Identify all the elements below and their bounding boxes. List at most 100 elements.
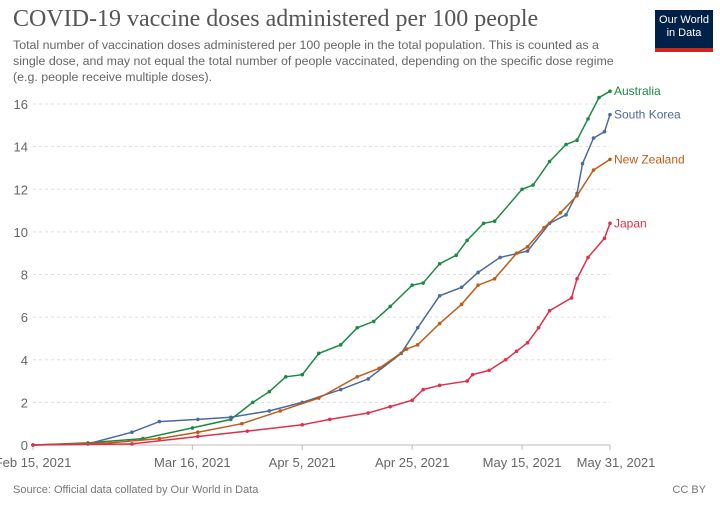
data-point <box>542 225 546 230</box>
series-label: Australia <box>614 84 661 98</box>
data-point <box>608 221 612 226</box>
x-tick-label: Apr 25, 2021 <box>375 455 449 470</box>
data-point <box>547 308 552 313</box>
data-point <box>575 276 579 281</box>
data-point <box>476 270 480 275</box>
data-point <box>196 430 200 435</box>
data-point <box>525 244 530 249</box>
data-point <box>608 157 612 162</box>
data-point <box>283 375 288 379</box>
data-point <box>196 417 200 422</box>
x-tick-label: Mar 16, 2021 <box>154 455 231 470</box>
data-point <box>229 415 233 420</box>
data-point <box>415 325 420 330</box>
series-line-south-korea <box>32 114 611 446</box>
data-point <box>547 159 552 164</box>
data-point <box>338 387 343 392</box>
data-point <box>575 193 579 198</box>
series-label: New Zealand <box>614 152 685 166</box>
data-point <box>602 236 607 241</box>
data-point <box>421 387 425 392</box>
data-point <box>300 422 305 427</box>
data-point <box>410 398 414 403</box>
license-link[interactable]: CC BY <box>672 484 706 496</box>
data-point <box>586 117 590 121</box>
data-point <box>190 426 195 430</box>
data-point <box>492 276 497 281</box>
y-tick-label: 14 <box>14 140 28 155</box>
data-point <box>327 417 332 422</box>
data-point <box>366 377 371 381</box>
data-point <box>514 251 519 255</box>
data-point <box>300 372 305 377</box>
data-point <box>316 351 321 356</box>
data-point <box>492 219 497 224</box>
data-point <box>514 349 519 354</box>
data-point <box>157 436 162 441</box>
data-point <box>558 210 563 215</box>
data-point <box>404 347 409 351</box>
data-point <box>267 389 272 394</box>
data-point <box>388 404 392 409</box>
data-point <box>388 304 392 309</box>
data-point <box>608 112 612 117</box>
series-label: South Korea <box>614 108 681 122</box>
data-point <box>564 213 568 217</box>
x-tick-label: Feb 15, 2021 <box>0 455 71 470</box>
data-point <box>531 183 535 187</box>
series-line-australia <box>32 90 611 446</box>
data-point <box>157 419 162 424</box>
data-point <box>487 368 491 373</box>
data-point <box>525 340 530 345</box>
data-point <box>421 281 425 285</box>
data-point <box>569 296 574 300</box>
data-point <box>355 375 360 379</box>
data-point <box>245 429 250 433</box>
data-point <box>481 221 486 226</box>
owid-logo[interactable]: Our World in Data <box>655 10 713 52</box>
data-point <box>196 434 200 439</box>
data-point <box>564 142 568 147</box>
data-point <box>465 379 469 383</box>
data-point <box>240 421 244 426</box>
data-point <box>575 138 579 143</box>
series-label: Japan <box>614 216 647 230</box>
data-point <box>437 383 442 388</box>
chart-subtitle: Total number of vaccination doses admini… <box>13 38 614 84</box>
chart-title: COVID-19 vaccine doses administered per … <box>13 6 539 32</box>
data-point <box>498 255 502 260</box>
data-point <box>130 430 134 435</box>
data-point <box>459 302 464 307</box>
y-tick-label: 6 <box>21 310 28 325</box>
data-point <box>597 95 601 100</box>
data-point <box>278 409 283 413</box>
data-point <box>470 372 475 377</box>
data-point <box>454 253 458 258</box>
series-line-japan <box>32 223 611 446</box>
data-point <box>476 283 480 287</box>
y-tick-label: 8 <box>21 268 28 283</box>
data-point <box>251 400 255 405</box>
y-tick-label: 0 <box>21 438 28 453</box>
data-point <box>520 187 524 192</box>
data-point <box>503 357 508 362</box>
source-note[interactable]: Source: Official data collated by Our Wo… <box>13 484 259 496</box>
data-point <box>586 255 590 260</box>
data-point <box>459 285 464 290</box>
data-point <box>602 129 607 134</box>
data-point <box>580 161 585 166</box>
x-tick-label: May 31, 2021 <box>577 455 656 470</box>
data-point <box>591 168 596 172</box>
x-tick-label: May 15, 2021 <box>483 455 562 470</box>
y-tick-label: 4 <box>21 353 28 368</box>
data-point <box>371 319 376 324</box>
data-point <box>31 443 35 447</box>
data-point <box>415 343 420 347</box>
data-point <box>338 343 343 347</box>
y-tick-label: 2 <box>21 395 28 410</box>
y-tick-label: 12 <box>14 182 28 197</box>
y-tick-label: 10 <box>14 225 28 240</box>
data-point <box>267 409 272 413</box>
data-point <box>437 294 442 298</box>
